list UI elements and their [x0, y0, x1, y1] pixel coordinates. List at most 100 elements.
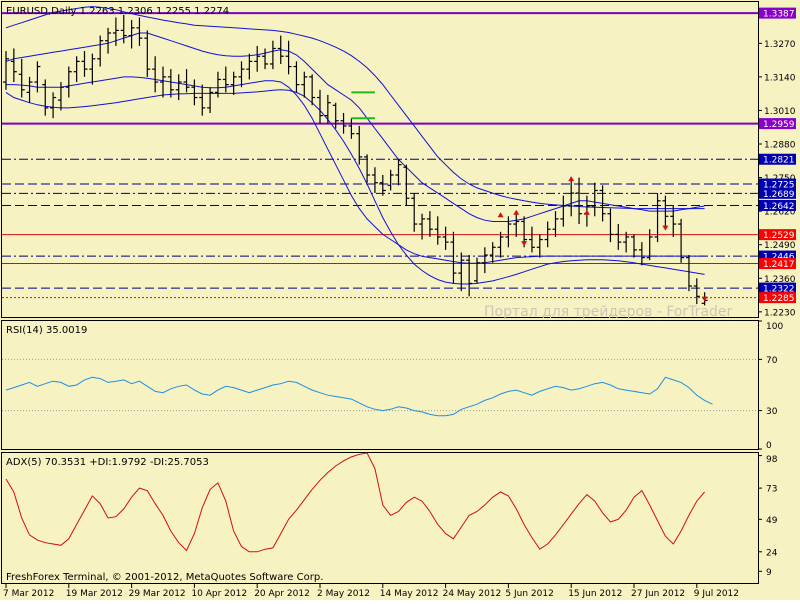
price-bar — [144, 30, 151, 77]
signal-arrow-up — [568, 176, 575, 182]
price-bar — [73, 56, 80, 83]
price-bar — [356, 125, 363, 165]
time-tick-label: 27 Jun 2012 — [631, 589, 685, 599]
band-inner-lower — [6, 76, 705, 264]
price-badge-bg — [759, 258, 796, 270]
price-bar — [136, 17, 143, 46]
adx-tick-label: 24 — [766, 548, 778, 558]
price-bar — [646, 229, 653, 261]
time-tick-label: 5 Jun 2012 — [505, 589, 553, 599]
price-bar — [214, 71, 221, 98]
price-pane[interactable]: 1.3387 1.3270 1.3140 1.3010 1.2959 1.2880 1.28… — [1, 1, 797, 321]
price-bar — [434, 216, 441, 245]
band-inner-upper — [5, 32, 705, 222]
price-badge-bg — [759, 153, 796, 165]
adx-tick-label: 9 — [766, 568, 772, 578]
price-badge-bg — [759, 282, 796, 294]
price-bar — [222, 66, 229, 93]
price-bar — [623, 231, 630, 253]
time-tick-label: 14 May 2012 — [380, 589, 439, 599]
rsi-tick-label: 0 — [766, 441, 772, 451]
price-bar — [254, 45, 261, 72]
price-bar — [442, 226, 449, 250]
rsi-tick-label: 30 — [766, 407, 778, 417]
signal-arrow-down — [521, 241, 528, 247]
price-bar — [152, 56, 159, 93]
time-axis: 7 Mar 2012 19 Mar 2012 29 Mar 2012 10 Apr 2… — [3, 584, 739, 599]
price-bar — [528, 226, 535, 253]
price-bar — [638, 242, 645, 266]
price-bar — [474, 257, 480, 284]
signal-arrow-down — [701, 296, 708, 302]
time-tick-label: 29 Mar 2012 — [129, 589, 186, 599]
price-bar — [466, 255, 473, 297]
price-bar — [607, 208, 614, 243]
price-tick-label: 1.3270 — [764, 40, 796, 50]
rsi-pane[interactable]: 0 30 70 100 RSI(14) 35.0019 — [1, 320, 784, 452]
price-bar — [403, 164, 410, 206]
price-bar — [450, 231, 457, 284]
price-bar — [678, 218, 685, 263]
price-badge-label: 1.2322 — [763, 285, 795, 295]
price-bar — [631, 234, 637, 258]
price-bar — [120, 14, 127, 44]
adx-pane-frame — [1, 452, 759, 584]
price-badge-label: 1.2285 — [763, 294, 795, 304]
price-bar — [301, 71, 308, 98]
rsi-series — [5, 376, 713, 417]
price-bar — [615, 224, 622, 250]
price-badge-label: 1.2417 — [763, 260, 795, 270]
rsi-header: RSI(14) 35.0019 — [6, 325, 87, 336]
price-bar — [230, 71, 237, 95]
price-badge-label: 1.2689 — [763, 190, 795, 200]
adx-header: ADX(5) 70.3531 +DI:1.9792 -DI:25.7053 — [6, 457, 209, 468]
adx-tick-label: 98 — [766, 455, 778, 465]
time-tick-label: 15 Jun 2012 — [568, 589, 622, 599]
signal-arrow-up — [513, 209, 520, 215]
price-bar — [552, 211, 559, 237]
price-bar — [513, 211, 520, 237]
price-badge-bg — [759, 250, 796, 262]
time-tick-label: 2 May 2012 — [317, 589, 370, 599]
price-badge-bg — [759, 118, 796, 130]
price-bar — [199, 84, 206, 116]
time-tick-label: 10 Apr 2012 — [191, 589, 247, 599]
time-tick-label: 20 Apr 2012 — [254, 589, 310, 599]
price-bar — [183, 69, 190, 93]
adx-pane[interactable]: 9 24 49 73 98 ADX(5) 70.3531 +DI:1.9792 -DI:… — [1, 452, 778, 584]
price-badge-label: 1.3387 — [763, 10, 795, 20]
band-outer-lower — [5, 89, 705, 285]
price-bar — [175, 74, 182, 101]
price-bar — [371, 167, 378, 194]
price-tick-label: 1.2620 — [764, 208, 796, 218]
price-tick-label: 1.2490 — [764, 241, 796, 251]
price-tick-label: 1.2880 — [764, 141, 796, 151]
signal-arrow-up — [497, 212, 504, 218]
price-bar — [458, 252, 465, 292]
price-axis: 1.3387 1.3270 1.3140 1.3010 1.2959 1.2880 1.28… — [758, 7, 796, 318]
price-bar — [340, 113, 347, 134]
adx-tick-label: 49 — [766, 516, 778, 526]
price-bar — [497, 231, 504, 258]
price-bar — [693, 278, 700, 305]
price-bar — [364, 154, 371, 183]
price-bar — [599, 185, 606, 222]
price-bar — [481, 247, 488, 274]
price-bar — [246, 53, 253, 80]
price-bar — [293, 61, 300, 93]
price-bar — [395, 159, 402, 186]
price-badge-bg — [759, 199, 796, 211]
price-bar — [26, 76, 33, 103]
price-badge-bg — [759, 292, 796, 304]
time-tick-label: 9 Jul 2012 — [694, 589, 739, 599]
watermark: Портал для трейдеров - ForTrader — [484, 304, 733, 320]
price-bar — [670, 205, 677, 237]
price-bar — [191, 79, 198, 106]
price-bar — [3, 51, 9, 90]
price-bar — [269, 40, 276, 70]
adx-series — [5, 452, 705, 553]
price-badge-label: 1.2821 — [763, 156, 795, 166]
price-bar — [238, 61, 245, 88]
